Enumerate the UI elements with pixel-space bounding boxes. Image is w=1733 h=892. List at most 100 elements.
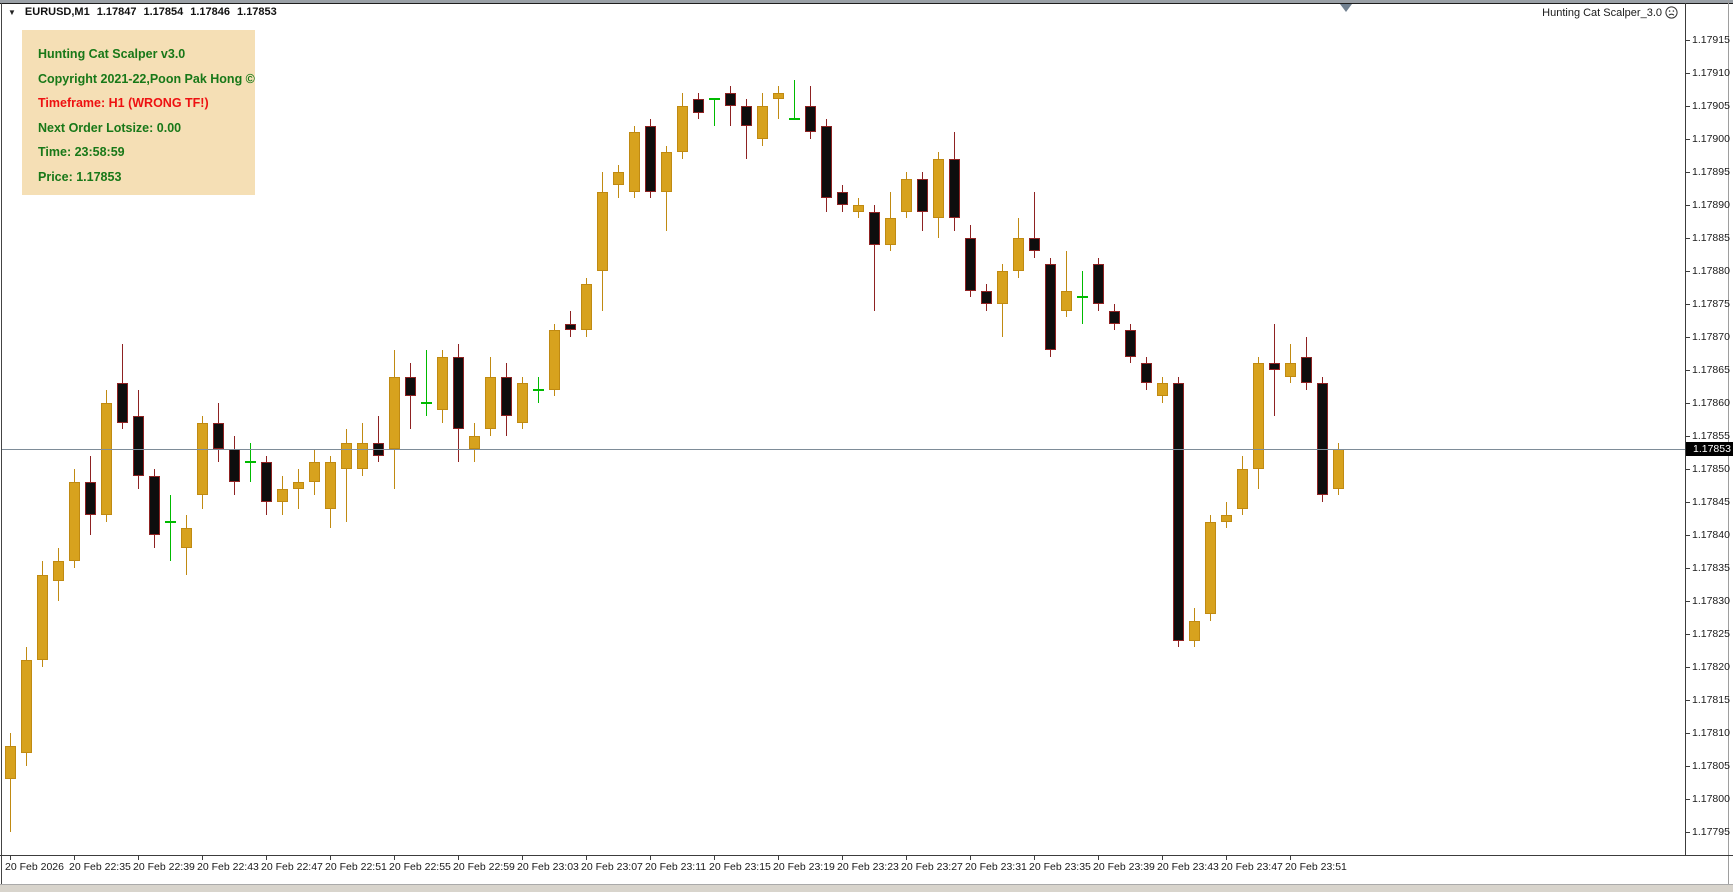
price-axis-label: 1.17875 xyxy=(1692,298,1730,310)
bull-candle xyxy=(1333,449,1344,489)
price-axis-tick xyxy=(1685,634,1690,635)
price-axis-label: 1.17795 xyxy=(1692,826,1730,838)
price-axis-tick xyxy=(1685,172,1690,173)
price-axis-tick xyxy=(1685,271,1690,272)
bear-candle xyxy=(133,416,144,476)
time-axis-label: 20 Feb 23:39 xyxy=(1093,861,1155,873)
bull-candle xyxy=(437,356,448,410)
time-axis-label: 20 Feb 22:39 xyxy=(133,861,195,873)
time-axis-tick xyxy=(202,856,203,860)
time-axis-label: 20 Feb 22:35 xyxy=(69,861,131,873)
time-axis-tick xyxy=(586,856,587,860)
bear-candle-wick xyxy=(1274,323,1275,417)
bear-candle-wick xyxy=(378,416,379,463)
bear-candle xyxy=(725,92,736,106)
bull-candle-wick xyxy=(298,469,299,509)
time-axis-tick xyxy=(10,856,11,860)
bear-candle xyxy=(213,422,224,450)
price-axis-tick xyxy=(1685,238,1690,239)
bull-candle xyxy=(629,132,640,192)
bear-candle xyxy=(645,125,656,192)
bull-candle xyxy=(677,106,688,153)
bear-candle xyxy=(869,211,880,245)
time-axis-tick xyxy=(1034,856,1035,860)
time-axis-label: 20 Feb 22:55 xyxy=(389,861,451,873)
price-axis-label: 1.17855 xyxy=(1692,430,1730,442)
bear-candle xyxy=(1173,383,1184,641)
window-top-border xyxy=(0,0,1733,4)
bull-candle-wick xyxy=(1066,251,1067,318)
doji-candle xyxy=(794,79,795,120)
bull-candle xyxy=(1221,515,1232,522)
price-axis-label: 1.17850 xyxy=(1692,463,1730,475)
bull-candle xyxy=(549,330,560,390)
bear-candle-wick xyxy=(1034,191,1035,258)
price-axis-label: 1.17890 xyxy=(1692,199,1730,211)
sad-smiley-icon xyxy=(1665,6,1678,19)
price-axis-label: 1.17830 xyxy=(1692,595,1730,607)
price-axis-label: 1.17810 xyxy=(1692,727,1730,739)
price-axis-label: 1.17815 xyxy=(1692,694,1730,706)
ohlc-low-value: 1.17846 xyxy=(190,6,231,18)
price-axis-tick xyxy=(1685,40,1690,41)
indicator-name-text: Hunting Cat Scalper_3.0 xyxy=(1542,6,1662,19)
bull-candle xyxy=(309,462,320,483)
price-axis-label: 1.17835 xyxy=(1692,562,1730,574)
price-axis-label: 1.17820 xyxy=(1692,661,1730,673)
doji-candle-bar xyxy=(421,402,432,404)
symbol-dropdown-icon[interactable]: ▼ xyxy=(8,7,16,17)
price-axis-tick xyxy=(1685,766,1690,767)
current-price-tag: 1.17853 xyxy=(1686,442,1733,456)
time-axis-tick xyxy=(266,856,267,860)
bull-candle xyxy=(53,561,64,582)
price-axis-line[interactable] xyxy=(1685,3,1686,855)
price-axis-label: 1.17845 xyxy=(1692,496,1730,508)
price-axis-tick xyxy=(1685,337,1690,338)
time-axis-label: 20 Feb 23:03 xyxy=(517,861,579,873)
bear-candle xyxy=(821,125,832,199)
price-axis-tick xyxy=(1685,799,1690,800)
bear-candle xyxy=(1045,264,1056,351)
bull-candle xyxy=(773,92,784,100)
panel-price: Price: 1.17853 xyxy=(38,169,122,184)
bull-candle xyxy=(197,422,208,496)
panel-time: Time: 23:58:59 xyxy=(38,145,125,160)
bull-candle xyxy=(517,383,528,423)
price-axis-tick xyxy=(1685,700,1690,701)
time-axis-label: 20 Feb 23:31 xyxy=(965,861,1027,873)
time-axis-line[interactable] xyxy=(0,855,1733,856)
chart-shift-marker-icon[interactable] xyxy=(1340,4,1352,12)
time-axis-label: 20 Feb 23:23 xyxy=(837,861,899,873)
doji-candle xyxy=(170,495,171,562)
time-axis-label: 20 Feb 23:15 xyxy=(709,861,771,873)
doji-candle-bar xyxy=(789,118,800,121)
price-axis-tick xyxy=(1685,832,1690,833)
bear-candle xyxy=(117,383,128,423)
price-axis-label: 1.17895 xyxy=(1692,166,1730,178)
ohlc-open-value: 1.17847 xyxy=(96,6,137,18)
price-axis-label: 1.17905 xyxy=(1692,100,1730,112)
time-axis-tick xyxy=(906,856,907,860)
time-axis-tick xyxy=(458,856,459,860)
price-axis-tick xyxy=(1685,304,1690,305)
price-axis-label: 1.17800 xyxy=(1692,793,1730,805)
time-axis-label: 20 Feb 22:43 xyxy=(197,861,259,873)
bear-candle xyxy=(1269,363,1280,370)
bear-candle xyxy=(805,106,816,133)
time-axis-label: 20 Feb 23:35 xyxy=(1029,861,1091,873)
time-axis-label: 20 Feb 22:47 xyxy=(261,861,323,873)
time-axis-label: 20 Feb 23:51 xyxy=(1285,861,1347,873)
time-axis-tick xyxy=(714,856,715,860)
bear-candle xyxy=(565,323,576,331)
price-axis-tick xyxy=(1685,502,1690,503)
bull-candle xyxy=(661,152,672,192)
scalper-info-panel: Hunting Cat Scalper v3.0 Copyright 2021-… xyxy=(22,30,255,195)
bear-candle xyxy=(1141,363,1152,384)
bear-candle xyxy=(917,178,928,212)
bull-candle xyxy=(997,271,1008,304)
price-axis-label: 1.17900 xyxy=(1692,133,1730,145)
bear-candle xyxy=(229,449,240,483)
indicator-name-label: Hunting Cat Scalper_3.0 xyxy=(1542,6,1678,19)
price-axis-tick xyxy=(1685,403,1690,404)
